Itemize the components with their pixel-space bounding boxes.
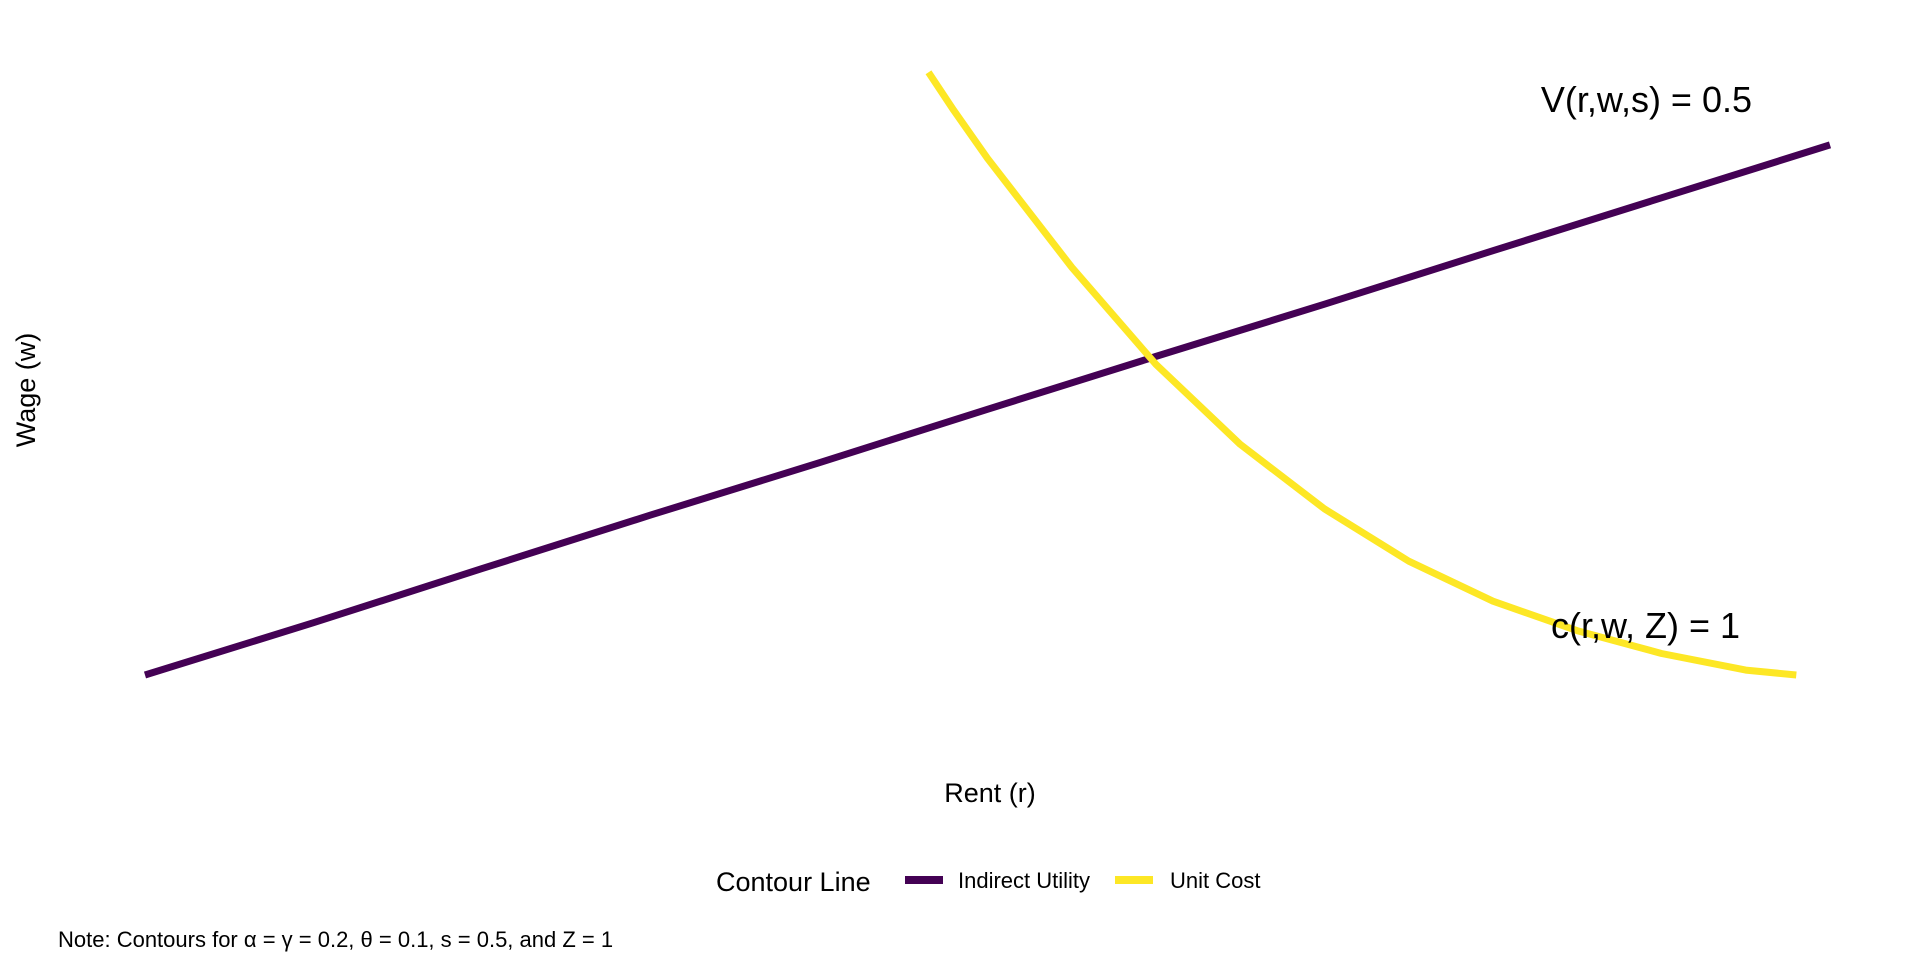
series-line-indirect-utility <box>143 141 1832 679</box>
y-axis-label: Wage (w) <box>11 333 41 448</box>
legend-label-indirect-utility: Indirect Utility <box>958 868 1090 893</box>
legend: Contour Line Indirect Utility Unit Cost <box>716 867 1260 897</box>
series-line-unit-cost <box>925 70 1797 679</box>
footnote: Note: Contours for α = γ = 0.2, θ = 0.1,… <box>58 927 613 952</box>
annotation-indirect-utility: V(r,w,s) = 0.5 <box>1541 79 1752 120</box>
annotation-unit-cost: c(r,w, Z) = 1 <box>1551 605 1740 646</box>
x-axis-label: Rent (r) <box>944 778 1036 808</box>
legend-label-unit-cost: Unit Cost <box>1170 868 1260 893</box>
legend-title: Contour Line <box>716 867 871 897</box>
plot-area: V(r,w,s) = 0.5 c(r,w, Z) = 1 <box>143 70 1832 679</box>
